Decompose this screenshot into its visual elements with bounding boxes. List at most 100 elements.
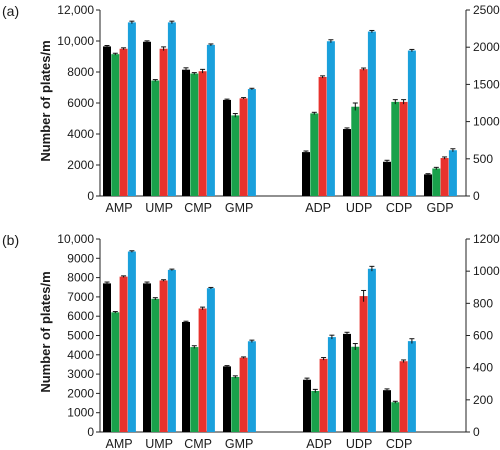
bar-cmp-green	[190, 347, 199, 432]
bar-gdp-blue	[448, 150, 457, 196]
left-tick-label-a: 0	[87, 189, 94, 203]
right-tick-label-b: 600	[473, 329, 493, 343]
category-label-ump: UMP	[145, 201, 173, 215]
bar-cdp-green	[391, 101, 400, 196]
left-tick-label-b: 2000	[67, 386, 94, 400]
bar-amp-black	[103, 283, 111, 432]
right-tick-label-b: 200	[473, 393, 493, 407]
left-tick-label-a: 10,000	[57, 34, 94, 48]
bar-cmp-black	[182, 69, 190, 196]
category-label-cmp: CMP	[184, 437, 212, 450]
left-tick-label-b: 9000	[67, 251, 94, 265]
category-label-adp: ADP	[305, 201, 331, 215]
y-axis-label-a: Number of plates/m	[38, 40, 53, 161]
bar-adp-green	[311, 390, 320, 432]
left-tick-label-a: 12,000	[57, 3, 94, 17]
bar-ump-blue	[167, 22, 176, 197]
bar-gmp-black	[223, 99, 231, 196]
bar-gmp-green	[231, 376, 240, 432]
bar-udp-green	[351, 346, 360, 432]
bar-gmp-black	[223, 366, 231, 432]
bar-cdp-red	[399, 101, 408, 196]
y-axis-label-b: Number of plates/m	[38, 271, 53, 392]
left-tick-label-b: 3000	[67, 367, 94, 381]
bar-gmp-green	[231, 115, 240, 196]
left-tick-label-b: 10,000	[57, 232, 94, 246]
bar-cdp-blue	[407, 341, 416, 432]
bar-amp-green	[111, 54, 120, 196]
right-tick-label-a: 1500	[473, 77, 500, 91]
chart-panel-b: (b) Number of plates/m 0 1000 2000 3000 4000…	[2, 232, 500, 450]
left-tick-label-a: 4000	[67, 127, 94, 141]
category-label-udp: UDP	[346, 437, 372, 450]
bar-amp-black	[103, 46, 111, 196]
bar-gmp-blue	[247, 89, 256, 196]
bar-adp-red	[318, 76, 327, 196]
bar-cdp-red	[399, 361, 408, 432]
right-tick-label-b: 1000	[473, 264, 500, 278]
bar-udp-black	[343, 333, 351, 432]
category-label-gmp: GMP	[225, 201, 253, 215]
right-tick-label-a: 500	[473, 152, 493, 166]
category-label-ump: UMP	[145, 437, 173, 450]
category-label-amp: AMP	[106, 201, 133, 215]
right-tick-label-a: 2000	[473, 40, 500, 54]
right-tick-label-a: 0	[473, 189, 480, 203]
bar-ump-red	[159, 48, 168, 196]
category-label-amp: AMP	[106, 437, 133, 450]
right-tick-label-a: 2500	[473, 3, 500, 17]
bar-adp-red	[319, 358, 328, 432]
left-tick-label-b: 4000	[67, 348, 94, 362]
bar-udp-blue	[367, 31, 376, 196]
bar-ump-green	[151, 298, 160, 432]
right-tick-label-b: 0	[473, 425, 480, 439]
bar-cmp-green	[190, 73, 199, 196]
right-tick-label-b: 1200	[473, 232, 500, 246]
left-tick-label-a: 2000	[67, 158, 94, 172]
category-label-cmp: CMP	[184, 201, 212, 215]
category-label-cdp: CDP	[386, 437, 412, 450]
left-tick-label-b: 8000	[67, 271, 94, 285]
left-tick-label-a: 6000	[67, 96, 94, 110]
bar-amp-blue	[127, 22, 136, 197]
bar-udp-blue	[367, 268, 376, 432]
bar-gmp-blue	[247, 341, 256, 432]
bar-gmp-red	[239, 357, 248, 432]
right-tick-label-b: 400	[473, 361, 493, 375]
left-tick-label-b: 7000	[67, 290, 94, 304]
panel-label-a: (a)	[2, 3, 19, 19]
bar-ump-red	[159, 280, 168, 432]
left-tick-label-a: 8000	[67, 65, 94, 79]
panel-label-b: (b)	[2, 232, 19, 248]
bar-gdp-black	[424, 174, 432, 196]
bar-cmp-blue	[206, 44, 215, 196]
bar-adp-blue	[326, 41, 335, 196]
left-tick-label-b: 6000	[67, 309, 94, 323]
category-label-gmp: GMP	[225, 437, 253, 450]
bar-adp-black	[303, 379, 311, 432]
bar-cmp-red	[198, 308, 207, 432]
bar-gmp-red	[239, 98, 248, 196]
bar-cmp-blue	[206, 288, 215, 432]
bar-cdp-black	[383, 390, 391, 432]
bar-amp-red	[119, 48, 128, 196]
left-tick-label-b: 1000	[67, 406, 94, 420]
bar-gdp-green	[432, 168, 441, 196]
bar-ump-green	[151, 80, 160, 196]
bar-cdp-black	[383, 161, 391, 196]
bar-cdp-green	[391, 402, 400, 432]
bar-ump-blue	[167, 269, 176, 432]
bar-cdp-blue	[407, 50, 416, 196]
bar-amp-green	[111, 312, 120, 432]
left-tick-label-b: 5000	[67, 329, 94, 343]
bar-amp-red	[119, 276, 128, 432]
category-label-cdp: CDP	[386, 201, 412, 215]
right-tick-label-a: 1000	[473, 115, 500, 129]
bar-adp-black	[302, 152, 310, 196]
bar-udp-black	[343, 129, 351, 196]
bar-udp-green	[351, 106, 360, 196]
category-label-gdp: GDP	[427, 201, 454, 215]
bar-ump-black	[143, 283, 151, 432]
bar-cmp-black	[182, 321, 190, 432]
bar-udp-red	[359, 296, 368, 432]
